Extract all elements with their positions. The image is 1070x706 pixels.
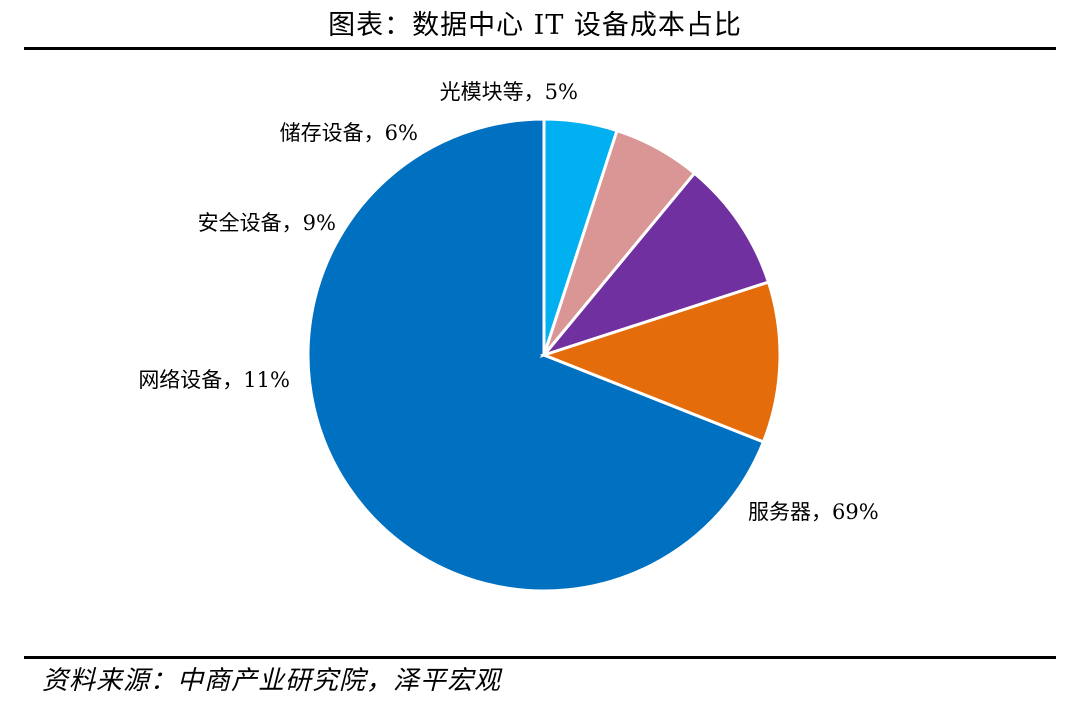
pie-slice-2 bbox=[539, 280, 782, 444]
chart-title: 图表：数据中心 IT 设备成本占比 bbox=[328, 10, 742, 41]
slice-label-4: 储存设备，6% bbox=[280, 121, 418, 145]
slice-label-3: 安全设备，9% bbox=[198, 211, 336, 235]
source-rule bbox=[24, 656, 1056, 659]
pie-slices bbox=[306, 117, 782, 593]
slice-labels: 服务器，69% 网络设备，11% 安全设备，9% 储存设备，6% 光模块等，5% bbox=[138, 80, 878, 524]
slice-label-1: 服务器，69% bbox=[748, 500, 879, 524]
source-note: 资料来源：中商产业研究院，泽平宏观 bbox=[42, 666, 502, 696]
pie-slice-5 bbox=[542, 117, 619, 356]
slice-label-5: 光模块等，5% bbox=[440, 80, 578, 104]
title-underline bbox=[24, 47, 1056, 50]
slice-label-2: 网络设备，11% bbox=[138, 368, 290, 392]
pie-slice-3 bbox=[539, 171, 771, 359]
pie-slice-1 bbox=[306, 117, 766, 593]
